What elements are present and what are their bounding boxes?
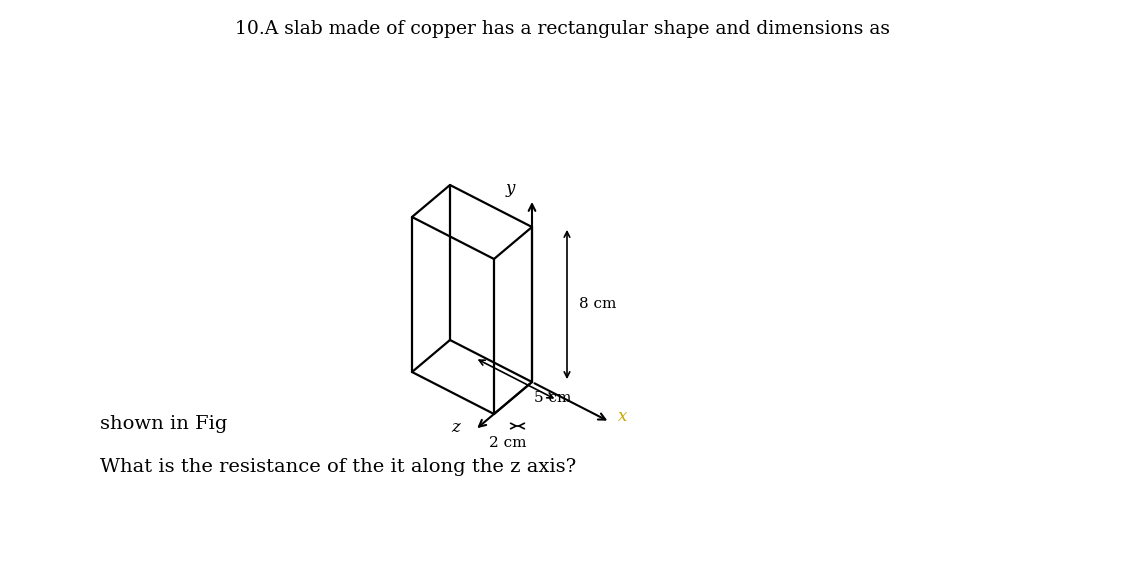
Text: 8 cm: 8 cm bbox=[579, 298, 616, 311]
Text: 5 cm: 5 cm bbox=[534, 391, 572, 405]
Text: 2 cm: 2 cm bbox=[489, 436, 526, 450]
Text: What is the resistance of the it along the z axis?: What is the resistance of the it along t… bbox=[100, 458, 576, 476]
Text: 10.A slab made of copper has a rectangular shape and dimensions as: 10.A slab made of copper has a rectangul… bbox=[235, 20, 890, 38]
Text: shown in Fig: shown in Fig bbox=[100, 415, 227, 433]
Text: y: y bbox=[505, 180, 515, 197]
Text: x: x bbox=[618, 408, 628, 425]
Text: z: z bbox=[451, 418, 460, 435]
